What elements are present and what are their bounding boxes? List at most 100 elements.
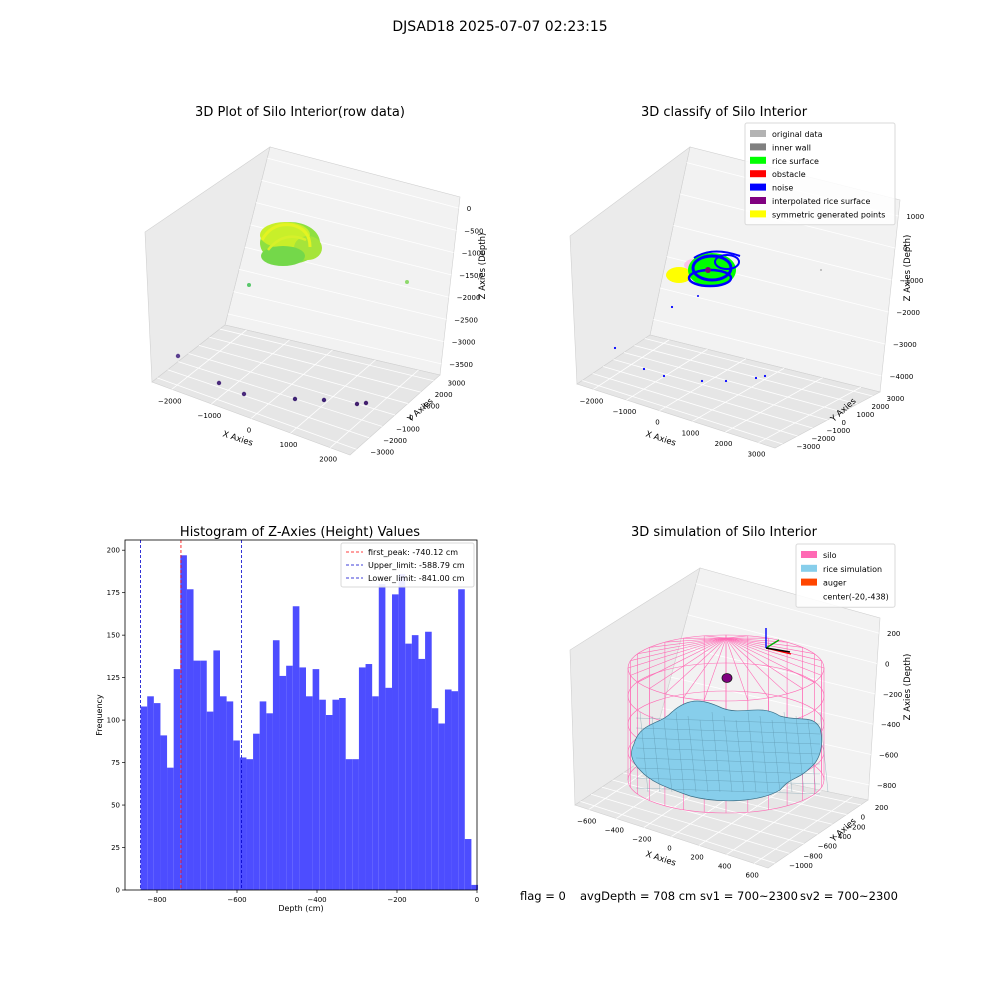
x-tick-label: −2000 [580, 397, 604, 405]
y-tick-label: −2000 [812, 435, 836, 443]
x-tick-label: −1000 [198, 412, 222, 420]
hist-bar [385, 687, 393, 890]
panel-simulation: 3D simulation of Silo Interior −600−400−… [569, 525, 913, 880]
y-tick-label: −2000 [383, 437, 407, 445]
sim-pane-floor [574, 754, 869, 869]
hist-x-tick-label: −800 [147, 896, 166, 904]
raw-tick-labels: −2000 −1000 0 1000 2000 −3000 −2000 −1000 0 1000 2… [158, 205, 485, 464]
silo-roof-rib [725, 637, 769, 698]
hist-y-tick-label: 200 [107, 547, 120, 555]
gridline [582, 380, 783, 445]
gridline [198, 344, 408, 404]
gridline [679, 645, 876, 695]
gridline [177, 361, 383, 427]
hist-bar [246, 759, 254, 890]
hist-x-tick-label: −600 [227, 896, 246, 904]
hist-axes-frame [124, 539, 478, 891]
gridline [580, 801, 776, 864]
legend-label: interpolated rice surface [772, 197, 870, 206]
x-tick-label: 0 [655, 419, 659, 427]
z-tick-label: 0 [903, 245, 907, 253]
gridline [167, 369, 370, 439]
y-tick-label: 1000 [857, 411, 875, 419]
legend-swatch [801, 578, 817, 586]
legend-label: rice simulation [823, 565, 882, 574]
panel-raw-title: 3D Plot of Silo Interior(row data) [195, 105, 405, 120]
rice-mesh-line [795, 715, 805, 793]
hist-bar [140, 706, 148, 890]
footer-sv1: sv1 = 700~2300 [700, 889, 798, 903]
hist-title: Histogram of Z-Axies (Height) Values [180, 525, 420, 540]
gridline [255, 202, 454, 254]
silo-roof-rib [725, 637, 815, 683]
y-tick-label: 0 [842, 419, 846, 427]
hist-bar [253, 733, 260, 890]
hist-legend-label: Lower_limit: -841.00 cm [368, 574, 465, 583]
legend-label: silo [823, 551, 837, 560]
x-tick-label: 2000 [319, 456, 337, 464]
hist-xlabel: Depth (cm) [278, 904, 323, 913]
gridline [687, 614, 878, 664]
gridline [612, 779, 819, 835]
legend-label: auger [823, 579, 847, 588]
hist-bars [140, 555, 479, 890]
hist-bar [319, 699, 326, 890]
rice-mesh-line [639, 711, 649, 793]
gridline [653, 318, 882, 377]
x-tick-label: −2000 [158, 397, 182, 405]
hist-bar [444, 689, 452, 890]
gridline [601, 786, 804, 845]
hist-bar [180, 555, 187, 890]
panel-raw: 3D Plot of Silo Interior(row data) −2000… [144, 105, 488, 464]
hist-bar [160, 735, 168, 890]
hist-bar [378, 584, 386, 890]
gridline [592, 373, 798, 437]
hist-bar [286, 665, 293, 890]
silo-roof-rib [704, 635, 727, 639]
hist-bar [167, 767, 174, 890]
silo-roof-rib [637, 637, 727, 683]
z-tick-label: −1500 [459, 272, 483, 280]
y-tick-label: 0 [861, 814, 865, 822]
x-tick-label: −600 [577, 818, 596, 826]
z-tick-label: −1000 [900, 277, 924, 285]
panel-classify: 3D classify of Silo Interior −2000−10000… [569, 105, 925, 459]
silo-roof-rib [649, 637, 727, 648]
hist-y-tick-label: 100 [107, 717, 120, 725]
cls-noise-points [613, 269, 822, 383]
silo-roof-rib [725, 637, 822, 676]
legend-swatch [750, 156, 766, 164]
sim-legend: silo rice simulation auger center(-20,-438) [795, 543, 896, 608]
hist-bar [405, 643, 412, 890]
hist-bar [299, 667, 306, 890]
z-tick-label: 200 [887, 630, 900, 638]
gridline [623, 352, 843, 413]
hist-bar [272, 640, 280, 890]
rice-mesh-line [807, 719, 817, 793]
x-tick-label: −200 [632, 836, 651, 844]
hist-y-tick-label: 125 [107, 674, 120, 682]
legend-swatch [750, 130, 766, 137]
rice-mesh-line [819, 711, 829, 793]
gridline [261, 179, 457, 231]
cls-tick-labels: −2000−10000100020003000−3000−2000−100001… [580, 213, 925, 459]
hist-bar [471, 884, 479, 890]
hist-bar [431, 708, 439, 890]
raw-pane-floor [151, 324, 441, 456]
rice-mesh-line [675, 711, 685, 793]
rice-mesh-line [635, 757, 821, 765]
hist-bar [418, 658, 426, 890]
hist-y-tick-label: 25 [111, 844, 120, 852]
hist-legend-box [340, 542, 475, 588]
cls-xlabel: X Axies [644, 429, 677, 448]
hist-bar [226, 701, 234, 890]
gridline [219, 328, 434, 382]
figure-suptitle: DJSAD18 2025-07-07 02:23:15 [392, 19, 607, 35]
hist-bar [358, 667, 366, 890]
footer-avg-depth: avgDepth = 708 cm [580, 889, 696, 903]
rice-mesh-line [687, 715, 697, 793]
cls-gridlines [582, 162, 899, 445]
x-tick-label: 0 [247, 427, 251, 435]
hist-bar [345, 759, 353, 890]
